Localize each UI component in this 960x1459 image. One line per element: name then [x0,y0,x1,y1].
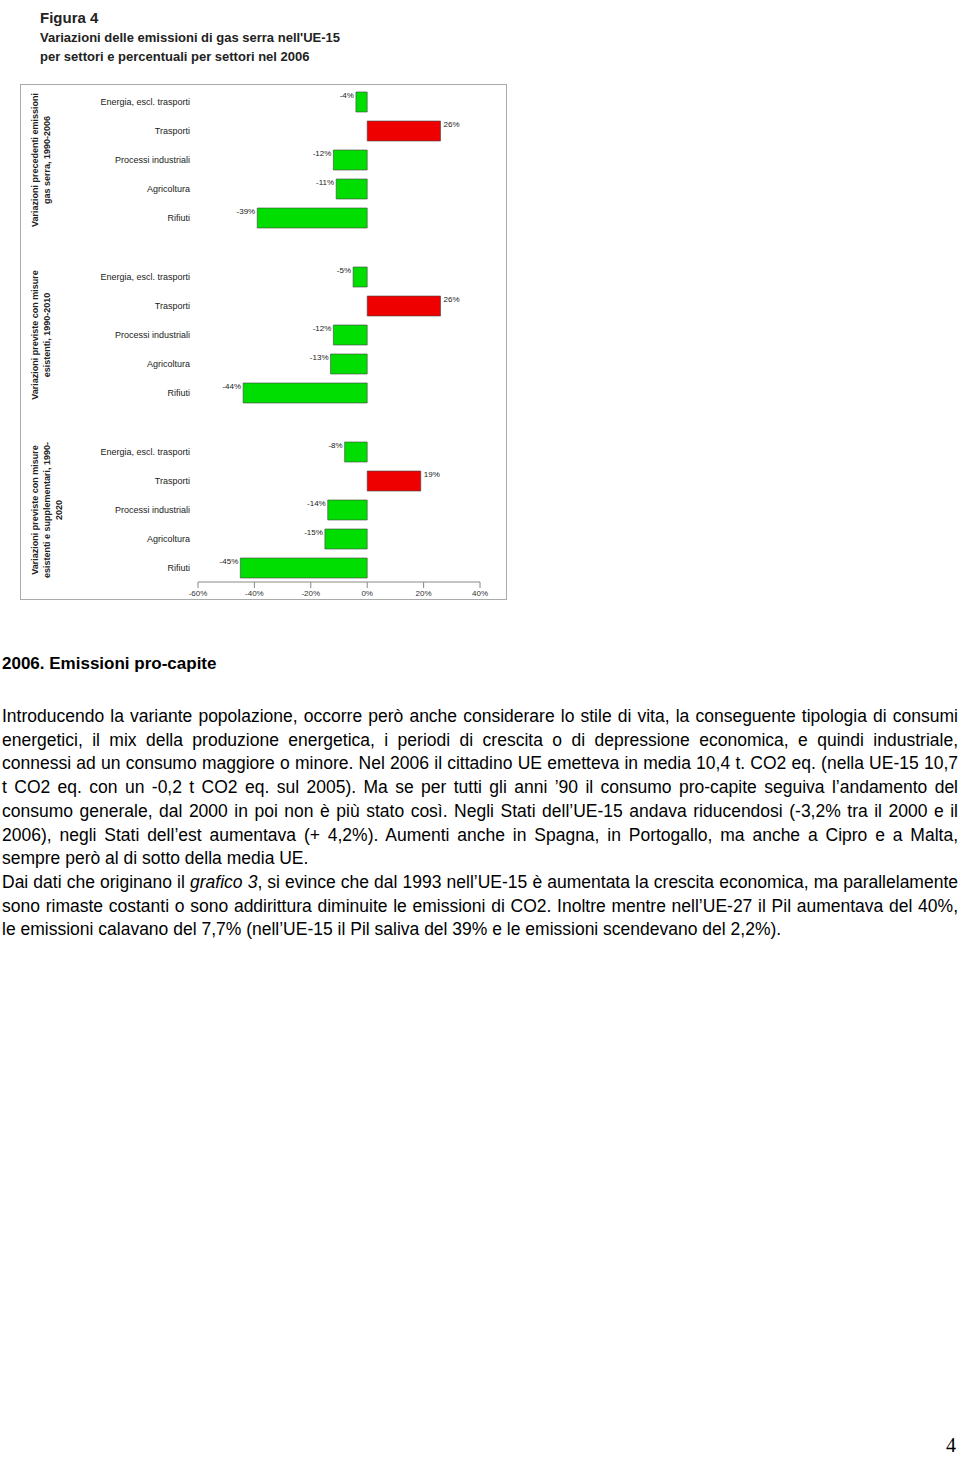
html-text:per settori e percentuali per: per settori e percentuali per settori ne… [40,49,310,64]
svg-text:Energia, escl. trasporti: Energia, escl. trasporti [100,272,190,282]
svg-text:-11%: -11% [316,178,334,187]
svg-text:Rifiuti: Rifiuti [167,388,190,398]
html-text:Variazioni delle emissioni di: Variazioni delle emissioni di gas serra … [40,30,341,45]
svg-text:Agricoltura: Agricoltura [147,359,190,369]
svg-text:Energia, escl. trasporti: Energia, escl. trasporti [100,97,190,107]
svg-text:-39%: -39% [237,207,256,216]
svg-text:19%: 19% [424,470,440,479]
svg-text:Energia, escl. trasporti: Energia, escl. trasporti [100,447,190,457]
html-text:4: 4 [946,1434,956,1456]
html-text:Variazioni previste con misure: Variazioni previste con misure esistenti… [29,441,63,578]
svg-text:-12%: -12% [313,324,332,333]
html-text:Introducendo la variante popol: Introducendo la variante popolazione, oc… [2,706,958,869]
svg-text:Processi industriali: Processi industriali [115,330,190,340]
svg-text:-13%: -13% [310,353,329,362]
svg-text:-40%: -40% [245,589,264,598]
svg-text:-44%: -44% [222,382,241,391]
html-text:Variazioni previste con misure: Variazioni previste con misure esistenti… [29,269,51,400]
svg-text:Trasporti: Trasporti [155,476,190,486]
svg-text:26%: 26% [444,120,460,129]
html-text:Figura 4: Figura 4 [40,9,99,26]
html-text:Dai dati che originano il graf: Dai dati che originano il grafico 3, si … [2,871,958,940]
svg-text:26%: 26% [444,295,460,304]
svg-text:Rifiuti: Rifiuti [167,213,190,223]
svg-text:-12%: -12% [313,149,332,158]
html-text:2006. Emissioni pro-capite: 2006. Emissioni pro-capite [2,654,217,673]
svg-text:Processi industriali: Processi industriali [115,155,190,165]
svg-text:20%: 20% [416,589,432,598]
svg-text:0%: 0% [361,589,373,598]
svg-text:Processi industriali: Processi industriali [115,505,190,515]
svg-text:-4%: -4% [340,91,354,100]
svg-text:-45%: -45% [220,557,239,566]
svg-text:-60%: -60% [189,589,208,598]
svg-text:-15%: -15% [304,528,323,537]
svg-text:-5%: -5% [337,266,351,275]
svg-text:Agricoltura: Agricoltura [147,534,190,544]
svg-text:Trasporti: Trasporti [155,301,190,311]
svg-text:Trasporti: Trasporti [155,126,190,136]
svg-text:-8%: -8% [328,441,342,450]
html-text:Variazioni precedenti emission: Variazioni precedenti emissioni gas serr… [29,92,51,227]
svg-text:-14%: -14% [307,499,326,508]
svg-text:-20%: -20% [301,589,320,598]
svg-text:Rifiuti: Rifiuti [167,563,190,573]
svg-text:40%: 40% [472,589,488,598]
svg-text:Agricoltura: Agricoltura [147,184,190,194]
